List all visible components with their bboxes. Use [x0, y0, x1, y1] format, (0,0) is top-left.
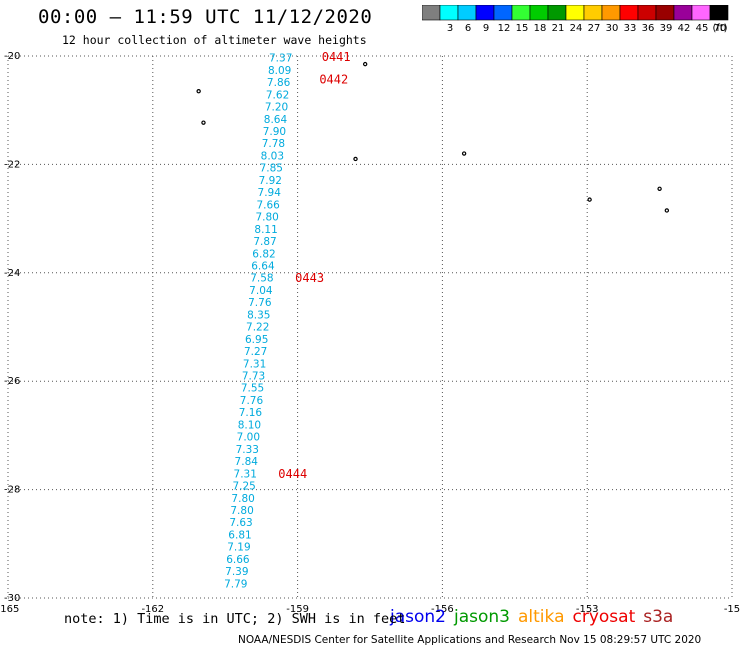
wave-height-value: 7.85	[260, 163, 283, 175]
wave-height-value: 7.31	[243, 358, 266, 370]
wave-height-value: 7.76	[240, 395, 264, 407]
scale-label: 42	[678, 23, 691, 33]
wave-height-value: 7.79	[224, 578, 247, 590]
wave-height-value: 7.55	[241, 383, 264, 395]
lon-tick-label: -15	[724, 604, 740, 615]
legend-entry-s3a: s3a	[643, 607, 674, 627]
wave-height-value: 6.82	[252, 248, 275, 260]
wave-height-color-scale: 3 6 9 12 15 18 21 24 27 30 33 36 39 42 45 70(ft)	[422, 5, 729, 33]
wave-height-value: 7.19	[227, 542, 250, 554]
scale-swatch	[709, 5, 729, 21]
lat-tick-label: -30	[4, 593, 20, 604]
legend-entry-altika: altika	[518, 607, 565, 627]
wave-height-value: 8.09	[268, 65, 291, 77]
credit-line: NOAA/NESDIS Center for Satellite Applica…	[238, 634, 702, 646]
wave-height-value: 7.63	[229, 517, 252, 529]
wave-height-value: 8.10	[238, 419, 261, 431]
scale-label: 36	[642, 23, 655, 33]
wave-height-value: 7.80	[230, 505, 253, 517]
wave-height-value: 6.64	[251, 260, 275, 272]
wave-height-value: 7.80	[231, 493, 254, 505]
island-outline	[353, 156, 358, 162]
wave-height-value: 7.37	[269, 53, 292, 65]
wave-height-value: 7.78	[262, 138, 285, 150]
lon-tick-label: -153	[576, 604, 599, 615]
lat-tick-label: -20	[4, 51, 20, 62]
satellite-legend: jason2 jason3 altika cryosat s3a	[390, 607, 681, 627]
legend-entry-jason3: jason3	[454, 607, 510, 627]
wave-height-value: 7.16	[239, 407, 263, 419]
units-note: note: 1) Time is in UTC; 2) SWH is in fe…	[64, 611, 406, 627]
wave-height-value: 6.95	[245, 334, 268, 346]
scale-label: 12	[498, 23, 511, 33]
scale-label: 30	[606, 23, 619, 33]
wave-height-value: 8.35	[247, 309, 270, 321]
wave-height-value: 7.27	[244, 346, 267, 358]
wave-height-value: 7.94	[258, 187, 282, 199]
island-outline	[664, 208, 670, 213]
wave-height-value: 7.80	[255, 212, 278, 224]
pass-time-label: 0442	[319, 72, 348, 86]
map-title: 00:00 – 11:59 UTC 11/12/2020	[38, 6, 373, 28]
wave-height-value: 7.25	[232, 481, 255, 493]
scale-label: 15	[516, 23, 529, 33]
wave-height-value: 7.66	[256, 199, 280, 211]
legend-entry-cryosat: cryosat	[572, 607, 636, 627]
wave-height-value: 7.31	[234, 468, 257, 480]
scale-label: 70	[714, 23, 727, 33]
lon-tick-label: -156	[431, 604, 454, 615]
scale-label: 33	[624, 23, 637, 33]
scale-label: 18	[534, 23, 547, 33]
wave-height-value: 7.00	[237, 432, 260, 444]
scale-label: 45	[696, 23, 709, 33]
wave-height-value: 6.81	[228, 529, 251, 541]
scale-label: 39	[660, 23, 673, 33]
wave-height-value: 7.86	[267, 77, 291, 89]
wave-height-value: 7.20	[265, 102, 288, 114]
scale-label: 9	[483, 23, 489, 33]
legend-entry-jason2: jason2	[390, 607, 446, 627]
wave-height-value: 7.22	[246, 322, 269, 334]
wave-height-value: 7.39	[225, 566, 248, 578]
scale-label: 27	[588, 23, 601, 33]
wave-height-value: 7.90	[263, 126, 286, 138]
map-subtitle: 12 hour collection of altimeter wave hei…	[62, 33, 367, 47]
scale-label: 3	[447, 23, 453, 33]
lat-tick-label: -24	[4, 268, 20, 279]
scale-unit-label: (ft)	[712, 23, 727, 33]
wave-height-value: 6.66	[226, 554, 250, 566]
lat-tick-label: -28	[4, 485, 20, 496]
island-outline	[587, 197, 592, 202]
pass-time-label: 0443	[295, 271, 324, 285]
wave-height-value: 7.92	[259, 175, 282, 187]
island-outline	[362, 61, 368, 67]
island-outline	[657, 186, 662, 191]
wave-height-value: 7.33	[236, 444, 259, 456]
pass-time-label: 0444	[278, 467, 307, 481]
lon-tick-label: -159	[286, 604, 309, 615]
wave-height-value: 7.76	[248, 297, 272, 309]
island-outline	[461, 151, 467, 156]
wave-height-value: 7.84	[235, 456, 259, 468]
wave-height-value: 7.73	[242, 371, 265, 383]
wave-height-value: 8.03	[261, 150, 284, 162]
wave-height-value: 7.87	[253, 236, 276, 248]
wave-height-value: 7.04	[249, 285, 273, 297]
lon-tick-label: -165	[0, 604, 19, 615]
wave-height-value: 8.11	[254, 224, 277, 236]
scale-label: 21	[552, 23, 565, 33]
scale-label: 6	[465, 23, 471, 33]
wave-height-value: 7.62	[266, 89, 289, 101]
pass-time-label: 0441	[322, 50, 351, 64]
island-outline	[196, 89, 201, 94]
lon-tick-label: -162	[141, 604, 164, 615]
lat-tick-label: -26	[4, 376, 20, 387]
scale-label: 24	[570, 23, 583, 33]
lat-tick-label: -22	[4, 159, 20, 170]
wave-height-value: 8.64	[264, 114, 288, 126]
island-outline	[201, 120, 206, 125]
wave-height-value: 7.58	[250, 273, 273, 285]
